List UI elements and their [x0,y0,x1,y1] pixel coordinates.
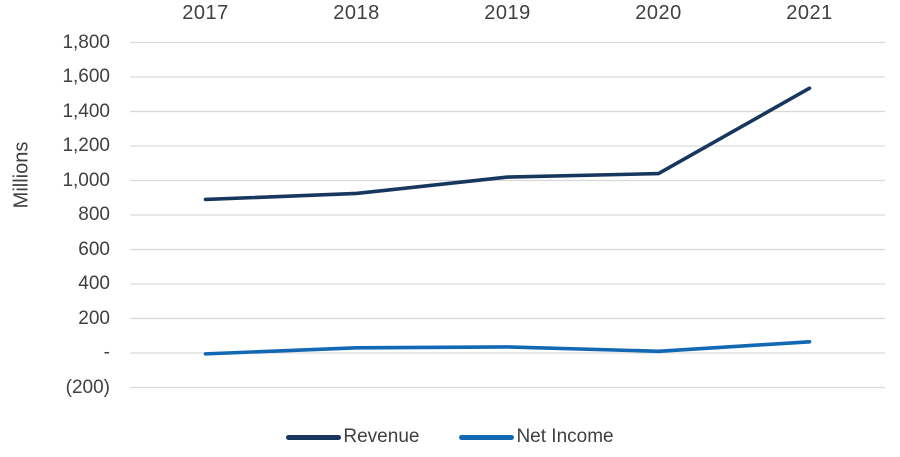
x-tick-label: 2021 [786,2,833,24]
y-tick-label: 1,400 [62,100,110,122]
legend-line-icon [459,434,515,440]
legend-label: Revenue [343,426,420,447]
x-tick-label: 2020 [635,2,682,24]
y-tick-label: 400 [78,273,110,294]
legend-line-icon [286,434,342,440]
y-tick-label: 1,800 [62,31,110,53]
y-tick-label: 800 [78,204,110,225]
legend-label: Net Income [516,426,614,447]
legend-item-net-income: Net Income [459,426,614,448]
y-tick-label: 200 [78,307,110,329]
y-tick-label: 1,000 [62,169,110,191]
series-line-revenue [203,86,812,202]
x-tick-label: 2019 [484,2,531,24]
y-tick-label: (200) [65,376,110,398]
y-tick-label: 1,200 [62,135,110,156]
x-tick-label: 2018 [333,2,380,24]
legend-item-revenue: Revenue [286,426,419,448]
y-tick-label: - [103,342,110,363]
series-line-net-income [203,339,812,356]
y-tick-label: 600 [78,238,110,260]
legend: Revenue Net Income [0,426,900,448]
x-tick-label: 2017 [182,2,229,24]
y-tick-label: 1,600 [62,66,110,87]
